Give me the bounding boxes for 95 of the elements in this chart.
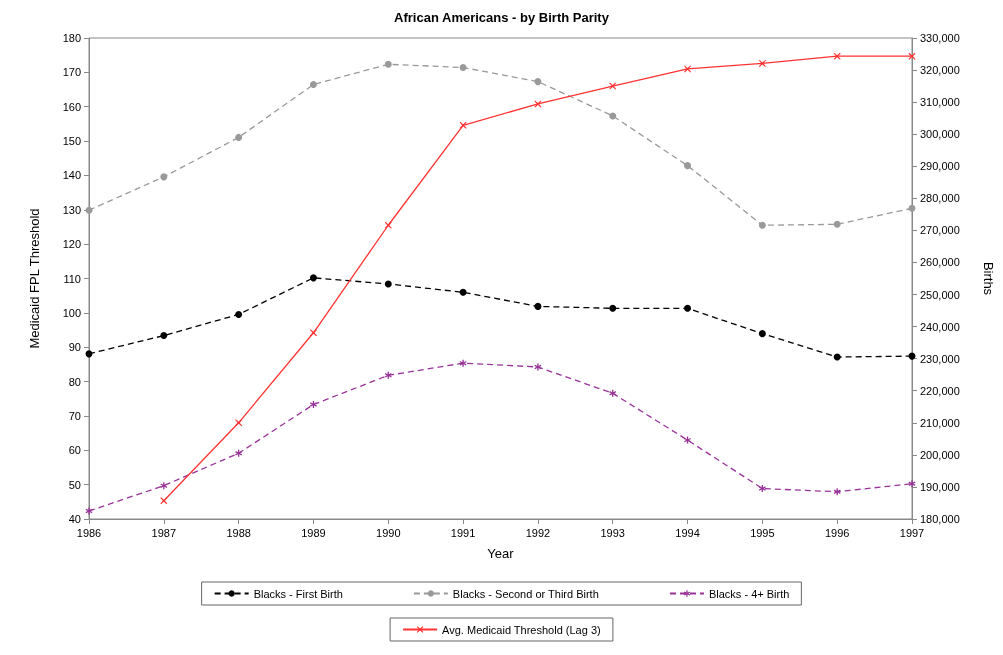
point [235,133,243,141]
x-tick-label: 1987 [151,526,177,539]
x-tick-label: 1993 [600,526,625,539]
chart-title: African Americans - by Birth Parity [394,10,610,25]
point [85,507,93,515]
point [309,81,317,88]
y-tick-label: 50 [68,478,81,491]
x-tick-label: 1990 [376,526,401,539]
point [758,221,766,229]
point [758,485,766,493]
y-tick-label: 60 [68,444,81,457]
y2-tick-label: 290,000 [920,160,960,173]
point [235,449,243,457]
x-tick-label: 1995 [750,526,775,539]
point [534,78,542,86]
point [160,497,168,505]
y2-tick-label: 320,000 [920,64,960,77]
point [160,173,168,181]
y2-tick-label: 210,000 [920,416,960,429]
y-tick-label: 110 [63,272,81,285]
x-tick-label: 1991 [450,526,476,539]
legend-label: Blacks - First Birth [253,587,343,600]
y2-tick-label: 300,000 [920,128,960,141]
point [235,310,243,318]
point [833,488,841,496]
point [160,482,168,490]
y-tick-label: 40 [68,513,81,525]
y-tick-label: 120 [62,238,81,251]
y2-axis-title: Births [981,261,996,296]
point [534,363,542,371]
y2-tick-label: 190,000 [920,480,960,493]
point [609,304,617,312]
x-tick-label: 1989 [301,526,326,539]
point [384,371,392,379]
point [534,302,542,310]
point [833,353,841,361]
point [459,64,467,71]
point [309,329,317,337]
x-tick-label: 1988 [226,526,251,539]
x-tick-label: 1986 [76,526,102,539]
point [833,52,841,60]
y-axis-title: Medicaid FPL Threshold [27,208,42,349]
y2-tick-label: 180,000 [920,513,960,525]
x-axis-title: Year [487,546,515,561]
legend-label: Blacks - 4+ Birth [708,587,790,600]
point [384,221,392,229]
x-tick-label: 1997 [899,526,925,539]
legend-label: Blacks - Second or Third Birth [452,587,599,600]
point [384,280,392,288]
point [758,330,766,338]
point [160,332,168,340]
y-tick-label: 140 [62,169,81,182]
y2-tick-label: 200,000 [920,448,960,461]
point [684,162,692,170]
point [684,65,692,73]
point [309,274,317,282]
point [684,304,692,312]
point [235,419,243,427]
y2-tick-label: 230,000 [920,352,960,365]
point [758,59,766,67]
point [459,121,467,129]
x-tick-label: 1996 [824,526,850,539]
y-tick-label: 160 [62,100,81,113]
y2-tick-label: 240,000 [920,320,960,333]
point [609,112,617,120]
y2-tick-label: 330,000 [920,32,960,44]
y2-tick-label: 280,000 [920,192,960,205]
y2-tick-label: 220,000 [920,384,960,397]
y-tick-label: 170 [62,66,81,79]
y2-tick-label: 310,000 [920,96,960,109]
point [459,359,467,367]
y-tick-label: 100 [62,306,81,319]
x-tick-label: 1992 [525,526,551,539]
point [85,206,93,214]
point [384,60,392,68]
point [908,480,916,488]
point [908,204,916,212]
y-tick-label: 70 [68,409,81,422]
point [684,436,692,444]
y-tick-label: 90 [68,341,81,354]
y2-tick-label: 260,000 [920,256,960,269]
point [833,220,841,228]
y2-tick-label: 270,000 [920,224,960,237]
y-tick-label: 150 [62,135,81,148]
x-tick-label: 1994 [675,526,700,539]
point [459,288,467,296]
point [309,401,317,409]
point [908,52,916,60]
y-tick-label: 80 [68,375,81,388]
point [609,389,617,397]
y-tick-label: 180 [62,32,81,44]
y-tick-label: 130 [62,203,81,216]
y2-tick-label: 250,000 [920,288,960,301]
point [609,82,617,90]
legend-label: Avg. Medicaid Threshold (Lag 3) [442,623,601,636]
